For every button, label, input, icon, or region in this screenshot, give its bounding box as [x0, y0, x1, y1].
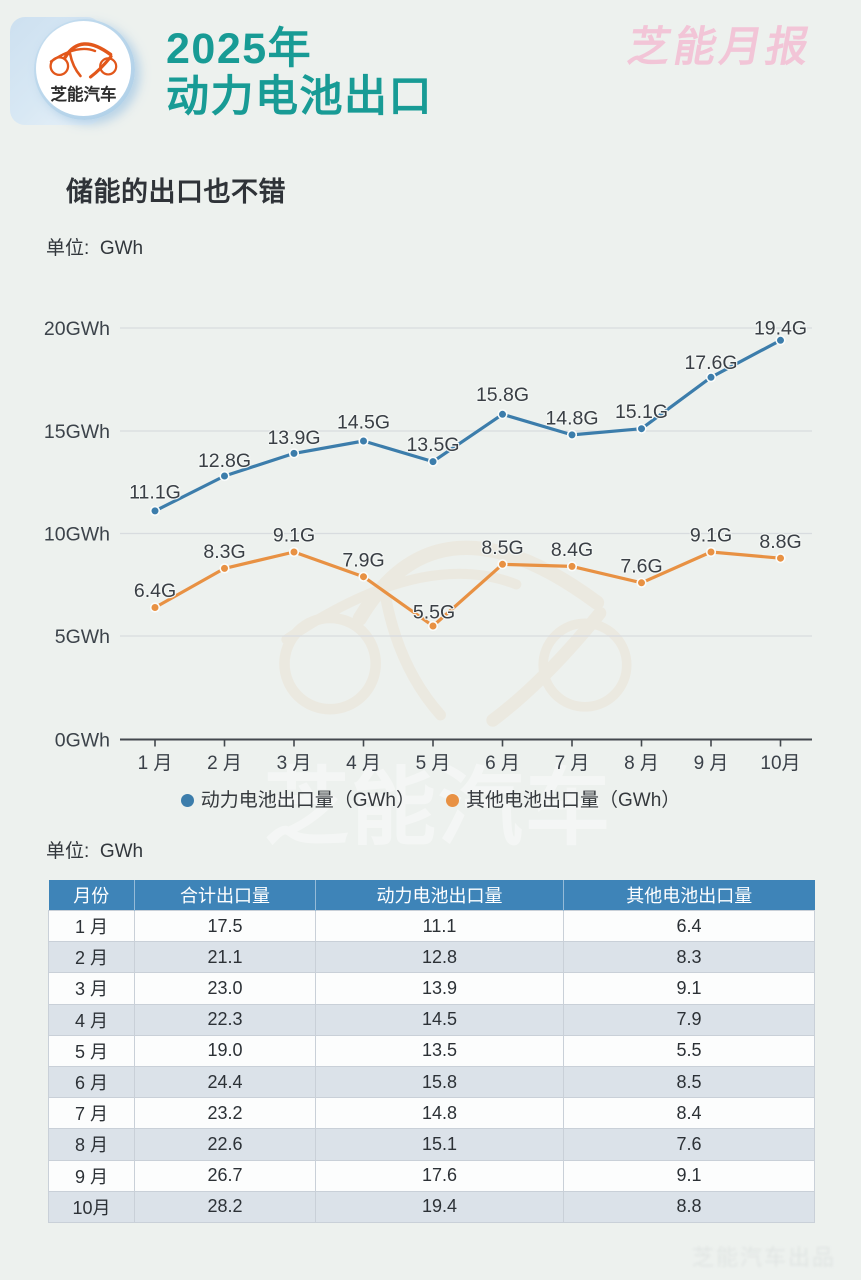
svg-text:5.5G: 5.5G — [413, 602, 455, 624]
svg-text:20GWh: 20GWh — [44, 318, 110, 340]
svg-text:5GWh: 5GWh — [55, 626, 110, 648]
svg-text:10GWh: 10GWh — [44, 524, 110, 546]
svg-text:13.5G: 13.5G — [406, 434, 459, 456]
svg-text:1 月: 1 月 — [138, 753, 173, 774]
svg-text:11.1G: 11.1G — [129, 482, 181, 504]
svg-text:6.4G: 6.4G — [134, 580, 176, 602]
svg-text:8.5G: 8.5G — [481, 537, 523, 559]
svg-text:0GWh: 0GWh — [55, 730, 110, 752]
svg-text:14.5G: 14.5G — [337, 412, 390, 434]
svg-text:7 月: 7 月 — [555, 753, 590, 774]
svg-text:芝能汽车: 芝能汽车 — [264, 761, 612, 856]
svg-text:8 月: 8 月 — [624, 753, 659, 774]
svg-text:12.8G: 12.8G — [198, 450, 251, 472]
svg-text:3 月: 3 月 — [277, 753, 312, 774]
svg-text:9.1G: 9.1G — [690, 525, 732, 547]
svg-text:6 月: 6 月 — [485, 753, 520, 774]
svg-text:15.1G: 15.1G — [615, 401, 668, 423]
svg-text:9 月: 9 月 — [694, 753, 729, 774]
svg-text:15.8G: 15.8G — [476, 384, 529, 406]
svg-text:19.4G: 19.4G — [754, 318, 807, 340]
svg-text:5 月: 5 月 — [416, 753, 451, 774]
svg-text:2 月: 2 月 — [207, 753, 242, 774]
svg-text:4 月: 4 月 — [346, 753, 381, 774]
svg-text:9.1G: 9.1G — [273, 525, 315, 547]
svg-text:14.8G: 14.8G — [545, 408, 598, 430]
svg-text:8.3G: 8.3G — [203, 541, 245, 563]
svg-text:8.8G: 8.8G — [759, 531, 801, 553]
svg-text:10月: 10月 — [760, 753, 800, 774]
svg-text:17.6G: 17.6G — [684, 352, 737, 374]
svg-text:8.4G: 8.4G — [551, 539, 593, 561]
svg-text:7.9G: 7.9G — [342, 550, 384, 572]
svg-text:13.9G: 13.9G — [267, 427, 320, 449]
svg-text:15GWh: 15GWh — [44, 421, 110, 443]
svg-text:7.6G: 7.6G — [620, 556, 662, 578]
